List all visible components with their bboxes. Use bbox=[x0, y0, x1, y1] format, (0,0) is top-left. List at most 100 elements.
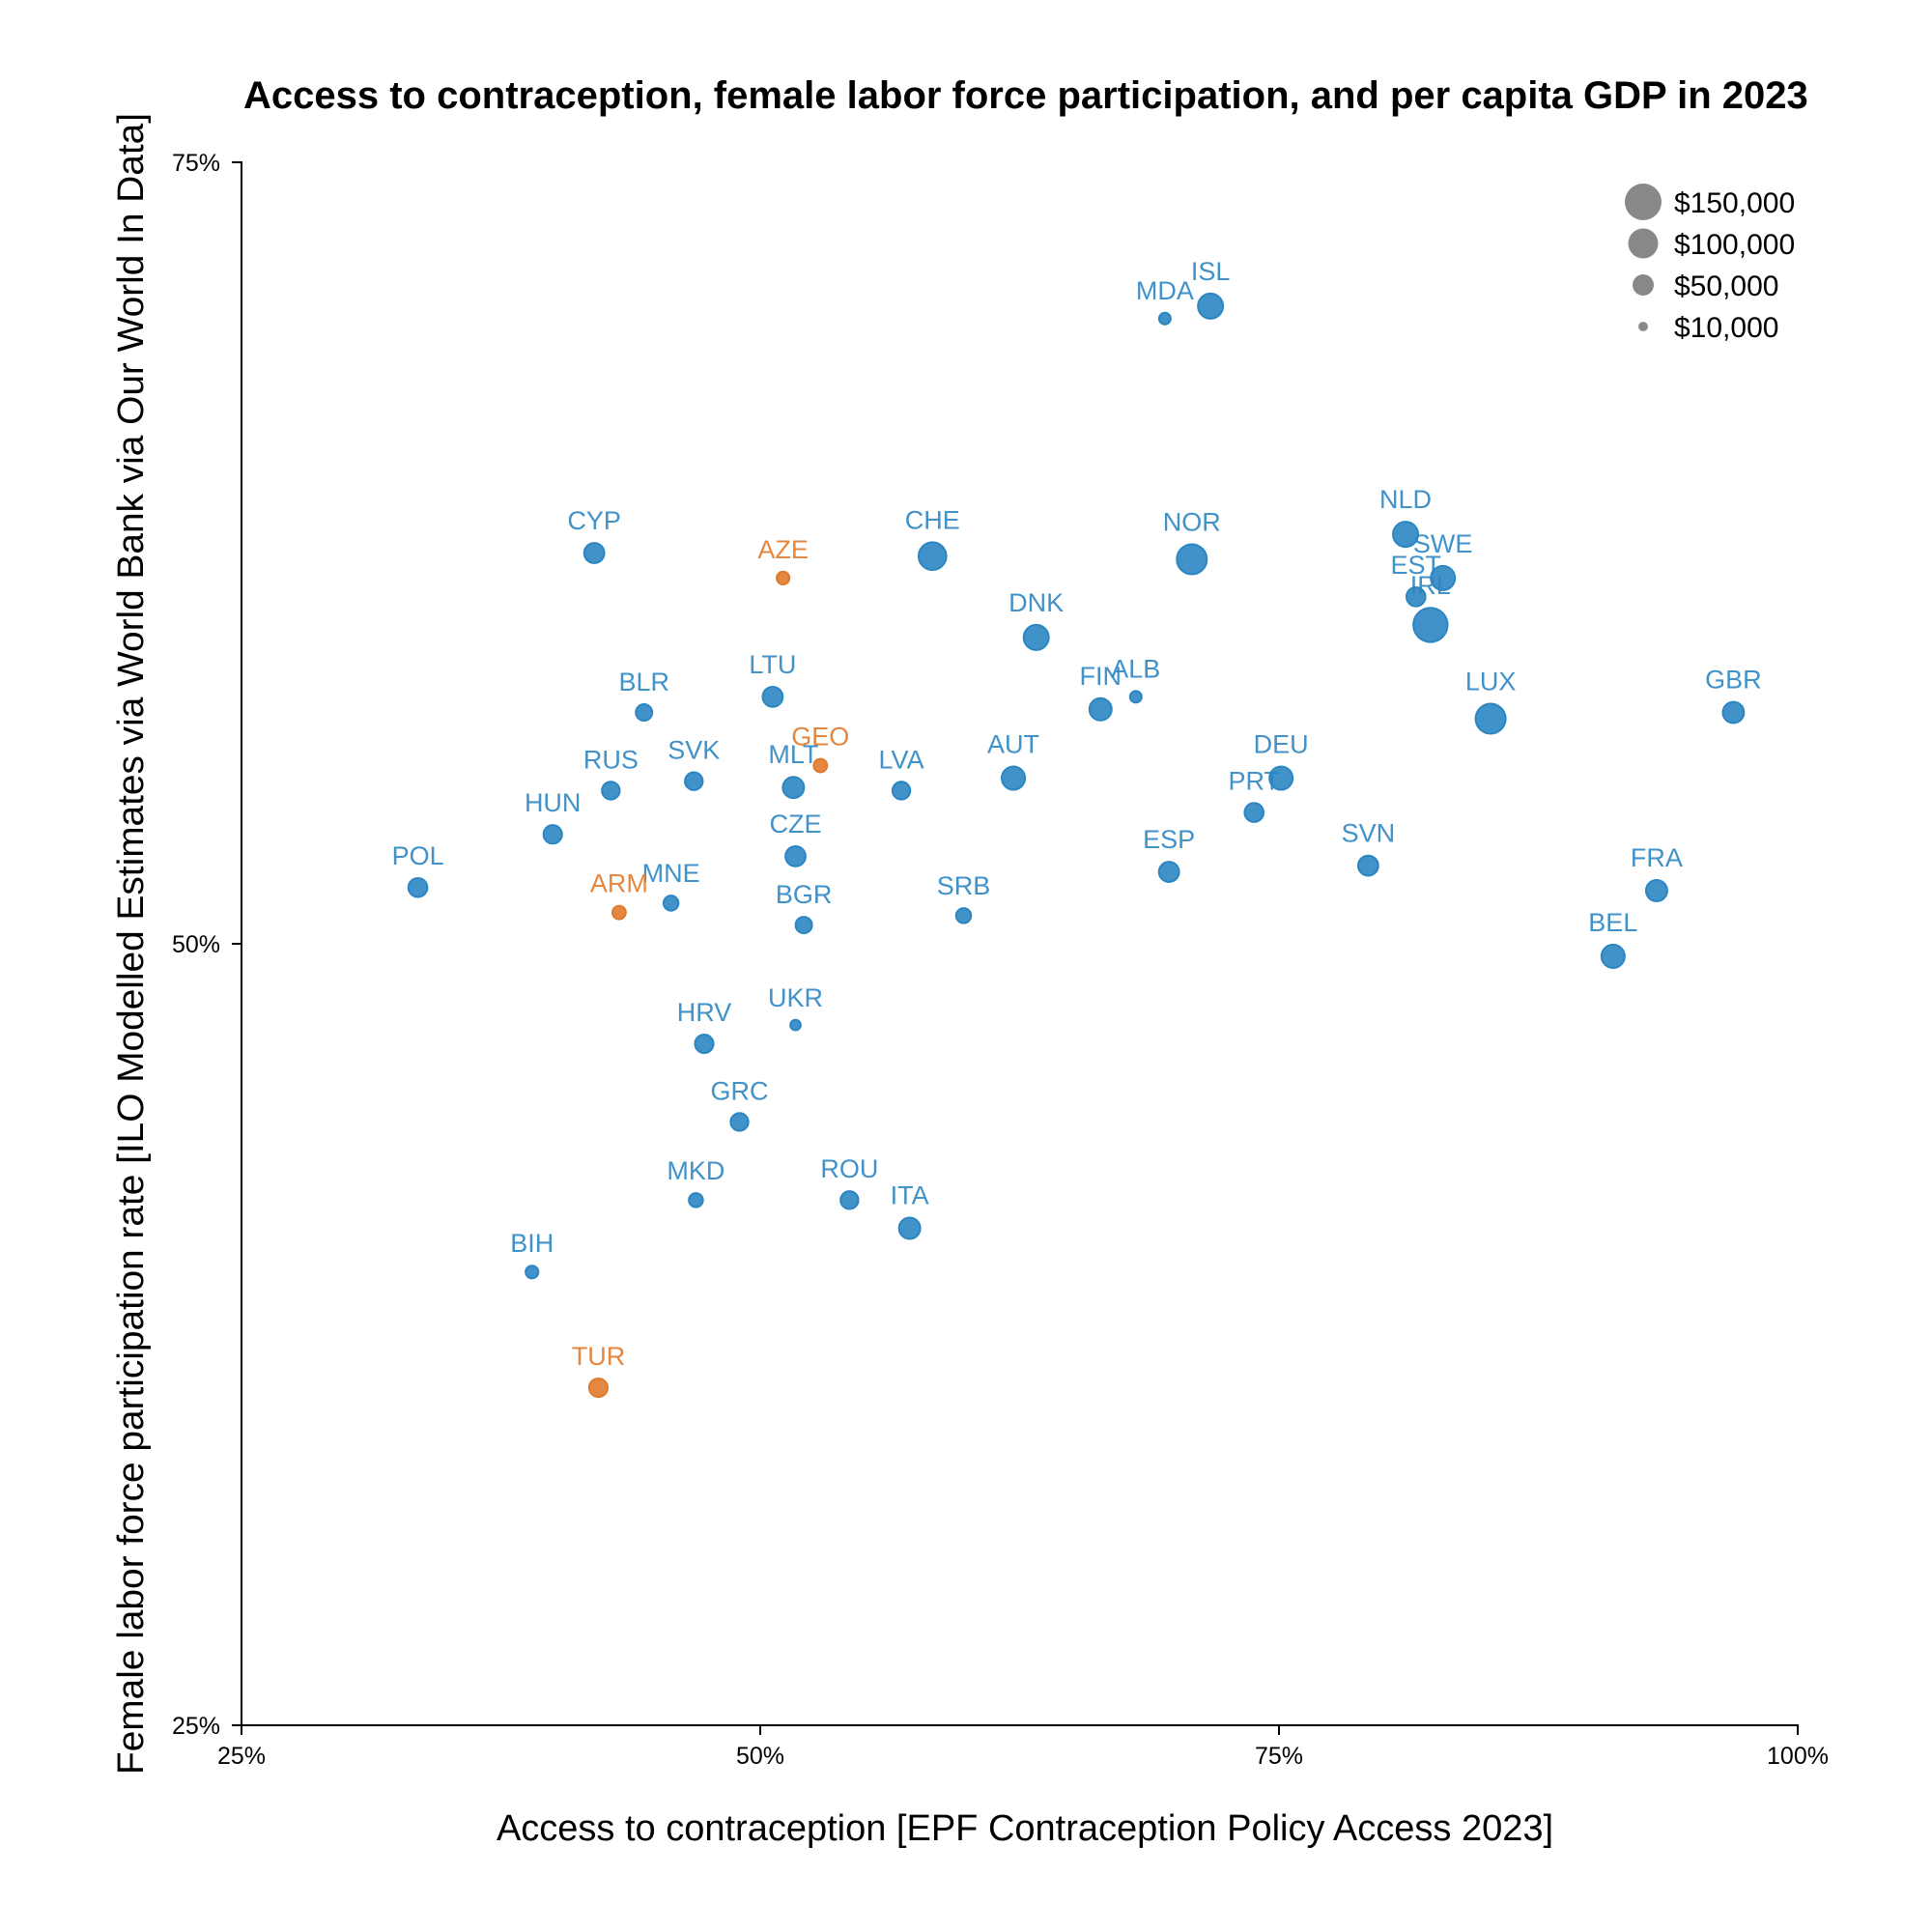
data-points bbox=[407, 292, 1746, 1399]
point-label-fin: FIN bbox=[1080, 662, 1122, 691]
point-label-bel: BEL bbox=[1588, 908, 1637, 937]
data-point-svn bbox=[1356, 854, 1379, 877]
data-point-che bbox=[917, 541, 948, 572]
point-label-isl: ISL bbox=[1191, 257, 1231, 286]
point-label-rus: RUS bbox=[583, 745, 639, 774]
data-point-irl bbox=[1412, 607, 1449, 643]
data-point-esp bbox=[1157, 861, 1180, 883]
y-axis: 25% 50% 75% bbox=[172, 150, 242, 1740]
data-point-bel bbox=[1600, 943, 1626, 969]
legend-size-marker bbox=[1625, 184, 1662, 220]
data-point-geo bbox=[812, 757, 829, 774]
legend-label: $10,000 bbox=[1674, 312, 1778, 344]
point-label-hrv: HRV bbox=[677, 998, 732, 1027]
legend-size-marker bbox=[1633, 274, 1654, 296]
point-label-prt: PRT bbox=[1228, 766, 1280, 795]
point-label-ita: ITA bbox=[891, 1181, 929, 1210]
data-point-deu bbox=[1268, 765, 1294, 791]
point-label-est: EST bbox=[1391, 551, 1442, 580]
point-label-tur: TUR bbox=[572, 1342, 626, 1371]
point-label-aze: AZE bbox=[757, 535, 809, 564]
data-point-mkd bbox=[688, 1192, 704, 1208]
legend-size-marker bbox=[1638, 322, 1648, 331]
x-tick-label: 25% bbox=[217, 1743, 266, 1770]
point-label-fra: FRA bbox=[1631, 843, 1683, 872]
legend-size-marker bbox=[1628, 228, 1659, 259]
data-point-alb bbox=[1128, 690, 1143, 704]
point-label-geo: GEO bbox=[791, 723, 849, 752]
y-axis-label: Female labor force participation rate [I… bbox=[111, 113, 152, 1775]
data-point-blr bbox=[635, 703, 654, 723]
data-point-arm bbox=[611, 904, 627, 921]
data-point-est bbox=[1405, 585, 1427, 608]
data-point-cyp bbox=[582, 542, 606, 564]
point-label-svn: SVN bbox=[1342, 819, 1396, 848]
data-point-nld bbox=[1392, 521, 1420, 549]
data-point-ltu bbox=[761, 685, 784, 708]
data-point-svk bbox=[684, 771, 704, 791]
data-point-mlt bbox=[781, 776, 806, 800]
point-label-arm: ARM bbox=[590, 869, 648, 898]
data-point-lva bbox=[891, 781, 912, 801]
data-point-prt bbox=[1243, 802, 1265, 823]
point-label-mlt: MLT bbox=[768, 740, 818, 769]
point-label-aut: AUT bbox=[987, 729, 1039, 758]
point-label-lva: LVA bbox=[879, 745, 924, 774]
point-label-esp: ESP bbox=[1143, 825, 1195, 854]
data-point-swe bbox=[1430, 564, 1457, 591]
x-tick-label: 75% bbox=[1255, 1743, 1303, 1770]
point-label-blr: BLR bbox=[618, 668, 669, 696]
data-point-aze bbox=[776, 570, 791, 585]
point-label-cze: CZE bbox=[770, 810, 822, 838]
point-label-cyp: CYP bbox=[567, 506, 621, 535]
data-point-mne bbox=[662, 895, 680, 912]
point-label-swe: SWE bbox=[1413, 529, 1473, 558]
point-label-lux: LUX bbox=[1465, 667, 1517, 696]
x-tick-label: 50% bbox=[736, 1743, 784, 1770]
y-ticks: 25% 50% 75% bbox=[172, 150, 242, 1740]
data-point-ukr bbox=[789, 1018, 802, 1032]
point-label-irl: IRL bbox=[1410, 571, 1451, 600]
data-point-isl bbox=[1197, 292, 1225, 320]
data-point-grc bbox=[729, 1112, 750, 1132]
point-label-dnk: DNK bbox=[1009, 588, 1064, 617]
point-label-hun: HUN bbox=[525, 788, 582, 817]
point-label-alb: ALB bbox=[1111, 654, 1160, 683]
chart-title: Access to contraception, female labor fo… bbox=[243, 74, 1808, 117]
data-point-lux bbox=[1474, 702, 1507, 735]
point-label-mkd: MKD bbox=[667, 1156, 724, 1185]
data-point-bgr bbox=[794, 916, 813, 935]
point-label-grc: GRC bbox=[711, 1076, 769, 1105]
x-ticks: 25% 50% 75% 100% bbox=[217, 1725, 1829, 1770]
data-point-rus bbox=[601, 781, 621, 801]
point-label-gbr: GBR bbox=[1705, 666, 1762, 695]
data-point-hrv bbox=[694, 1033, 715, 1055]
data-point-fra bbox=[1644, 879, 1668, 902]
point-label-ukr: UKR bbox=[768, 983, 823, 1012]
point-label-deu: DEU bbox=[1254, 729, 1309, 758]
legend-label: $150,000 bbox=[1674, 187, 1795, 219]
point-label-srb: SRB bbox=[937, 871, 991, 900]
point-label-pol: POL bbox=[392, 841, 444, 870]
point-label-mne: MNE bbox=[642, 859, 700, 888]
point-label-ltu: LTU bbox=[749, 650, 796, 679]
data-point-pol bbox=[407, 876, 429, 898]
y-tick-label: 75% bbox=[172, 150, 220, 177]
data-point-mda bbox=[1157, 311, 1172, 326]
point-label-che: CHE bbox=[905, 505, 960, 534]
y-tick-label: 50% bbox=[172, 931, 220, 958]
data-point-cze bbox=[784, 844, 807, 867]
data-point-gbr bbox=[1721, 700, 1746, 724]
point-label-bih: BIH bbox=[510, 1229, 554, 1258]
size-legend: $150,000 $100,000 $50,000 $10,000 bbox=[1625, 184, 1795, 344]
point-label-nor: NOR bbox=[1163, 507, 1221, 536]
data-point-fin bbox=[1088, 696, 1113, 722]
x-axis: 25% 50% 75% 100% bbox=[217, 1724, 1829, 1770]
data-point-rou bbox=[839, 1190, 860, 1210]
legend-label: $50,000 bbox=[1674, 270, 1778, 302]
x-tick-label: 100% bbox=[1767, 1743, 1829, 1770]
data-point-srb bbox=[954, 907, 973, 924]
data-point-hun bbox=[542, 824, 563, 845]
